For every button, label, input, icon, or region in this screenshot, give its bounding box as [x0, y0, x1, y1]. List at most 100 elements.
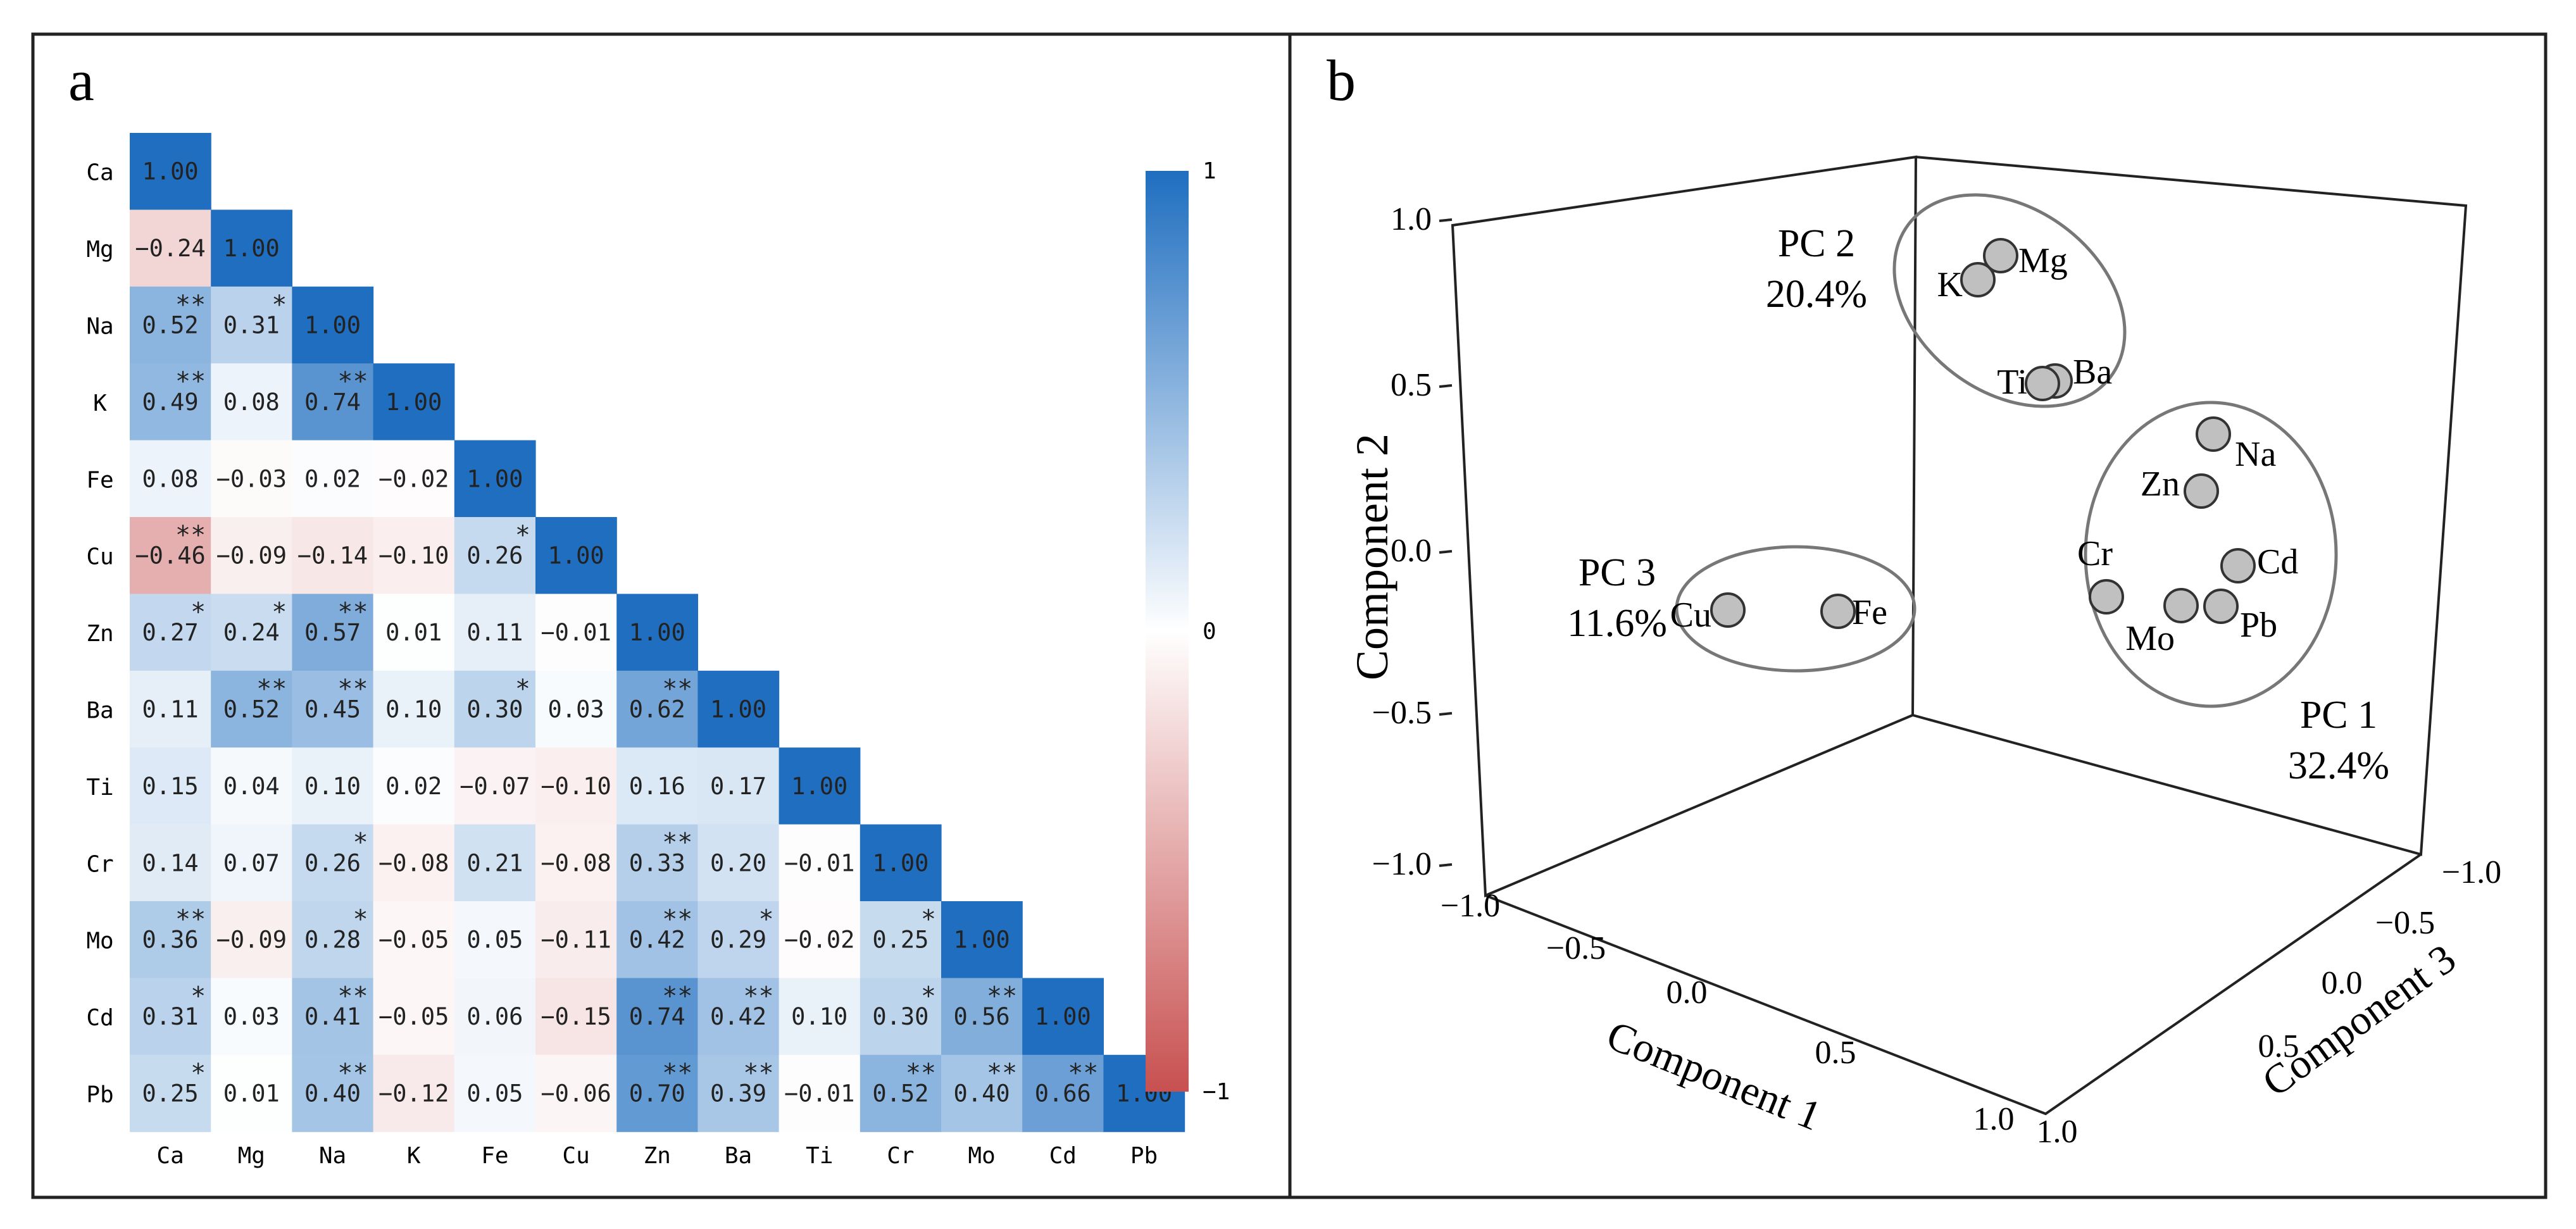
heatmap-cell	[130, 670, 211, 748]
cell-value: 1.00	[954, 926, 1010, 954]
heatmap-cell	[941, 1054, 1023, 1132]
cell-value: 0.08	[223, 389, 280, 416]
cell-value: 0.11	[142, 696, 199, 723]
cell-value: 0.52	[872, 1080, 928, 1107]
heatmap-cell	[778, 978, 861, 1056]
cell-value: 0.62	[629, 696, 685, 723]
heatmap-cell	[292, 747, 374, 825]
significance-mark: **	[337, 675, 368, 704]
pca-point-label: Zn	[2141, 465, 2180, 504]
row-label: Mg	[86, 237, 113, 263]
heatmap-cell	[616, 901, 698, 978]
heatmap-cell	[454, 440, 536, 518]
heatmap-cell	[697, 901, 780, 978]
heatmap-cell	[616, 747, 698, 825]
cell-value: 0.16	[629, 773, 685, 800]
significance-mark: **	[662, 675, 692, 704]
pca-point	[1960, 262, 1996, 297]
significance-mark: **	[743, 982, 773, 1011]
heatmap-cell	[292, 594, 374, 671]
box-back-left-wall	[1451, 155, 1918, 897]
row-label: Fe	[86, 467, 113, 493]
row-label: Ti	[86, 775, 113, 801]
group-name: PC 3	[1579, 551, 1656, 594]
row-label: Cu	[86, 544, 113, 570]
heatmap-cell	[454, 594, 536, 671]
heatmap-cell	[941, 901, 1023, 978]
column-label: Pb	[1130, 1143, 1158, 1169]
cell-value: 0.49	[142, 389, 199, 416]
heatmap-cell	[292, 1054, 374, 1132]
column-label: Zn	[644, 1143, 671, 1169]
heatmap-cell	[130, 286, 211, 364]
heatmap-cell	[941, 978, 1023, 1056]
row-label: Pb	[86, 1082, 113, 1108]
heatmap-cell	[778, 747, 861, 825]
cell-value: 0.10	[791, 1003, 847, 1030]
heatmap-cell	[130, 440, 211, 518]
cell-value: −0.08	[541, 849, 611, 877]
heatmap-cell	[697, 978, 780, 1056]
heatmap-cell	[535, 824, 617, 902]
column-label: Na	[319, 1143, 346, 1169]
heatmap-cell	[697, 670, 780, 748]
heatmap-cell	[373, 978, 455, 1056]
heatmap-cell	[211, 901, 292, 978]
cell-value: −0.05	[378, 926, 449, 954]
heatmap-cell	[130, 209, 211, 287]
pca-3d-scatter: 1.00.50.0−0.5−1.0−1.0−0.50.00.51.0−1.0−0…	[1347, 155, 2501, 1150]
row-label: K	[93, 390, 107, 416]
pca-point	[2025, 366, 2060, 401]
significance-mark: *	[515, 521, 530, 550]
pca-point	[2196, 416, 2231, 452]
heatmap-cell	[616, 670, 698, 748]
cell-value: −0.08	[378, 849, 449, 877]
heatmap-cell	[211, 594, 292, 671]
significance-mark: *	[759, 905, 774, 934]
cell-value: −0.05	[378, 1003, 449, 1030]
pca-point-label: Mo	[2125, 619, 2175, 658]
heatmap-cell	[292, 440, 374, 518]
pca-point-label: Na	[2235, 435, 2276, 474]
x-tick-label: 1.0	[1973, 1101, 2015, 1137]
cell-value: 0.42	[629, 926, 685, 954]
cell-value: 0.01	[385, 619, 442, 646]
heatmap-cell	[1022, 978, 1104, 1056]
y-tick-mark	[1439, 218, 1453, 222]
cell-value: −0.11	[541, 926, 611, 954]
heatmap-cell	[616, 1054, 698, 1132]
heatmap-cell	[860, 901, 942, 978]
row-label: Cr	[86, 851, 113, 877]
significance-mark: **	[256, 675, 287, 704]
row-label: Mo	[86, 928, 113, 954]
cell-value: 0.03	[548, 696, 604, 723]
heatmap-cell	[373, 517, 455, 594]
cell-value: −0.14	[297, 542, 368, 570]
significance-mark: *	[921, 982, 936, 1011]
cell-value: 1.00	[791, 773, 847, 800]
cell-value: 0.08	[142, 465, 199, 492]
cell-value: 1.00	[142, 158, 199, 185]
cell-value: 0.28	[304, 926, 361, 954]
cell-value: 0.25	[872, 926, 928, 954]
cell-value: 0.26	[466, 542, 523, 570]
cell-value: 0.11	[466, 619, 523, 646]
x-tick-label: −0.5	[1546, 930, 1606, 966]
cell-value: −0.09	[216, 542, 287, 570]
heatmap-cell	[535, 1054, 617, 1132]
cell-value: 0.31	[142, 1003, 199, 1030]
cell-value: 0.20	[710, 849, 766, 877]
cell-value: 0.05	[466, 926, 523, 954]
heatmap-cell	[616, 824, 698, 902]
heatmap-cell	[211, 747, 292, 825]
group-percent: 20.4%	[1766, 273, 1867, 316]
pca-point	[2203, 589, 2239, 624]
heatmap-cell	[373, 594, 455, 671]
heatmap-cell	[535, 517, 617, 594]
cell-value: −0.07	[460, 773, 530, 800]
significance-mark: **	[175, 367, 206, 396]
significance-mark: **	[175, 521, 206, 550]
heatmap-cell	[292, 824, 374, 902]
heatmap-cell	[130, 824, 211, 902]
